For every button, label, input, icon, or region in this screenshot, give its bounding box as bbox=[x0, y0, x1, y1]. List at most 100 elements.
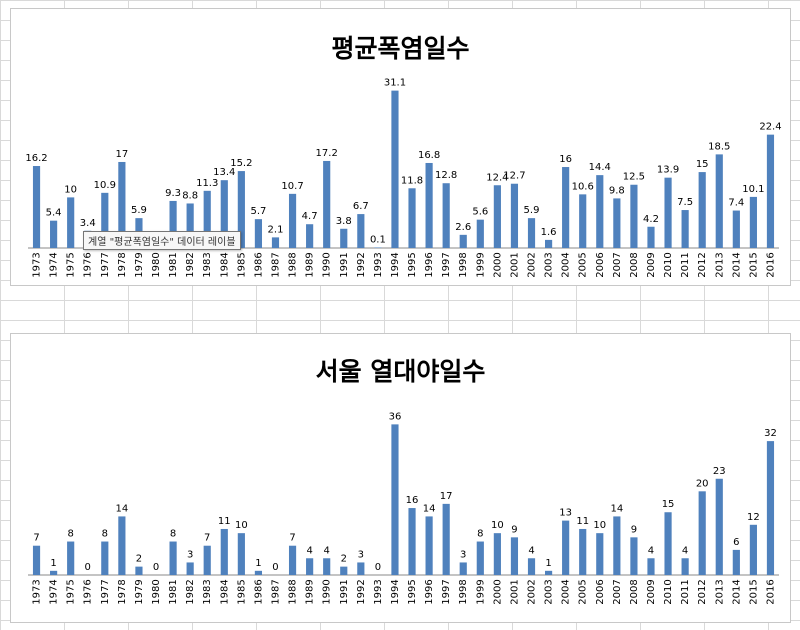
bar[interactable] bbox=[681, 558, 689, 575]
bar[interactable] bbox=[220, 180, 228, 248]
x-tick-label: 2005 bbox=[578, 579, 589, 604]
bar[interactable] bbox=[50, 220, 58, 248]
bar[interactable] bbox=[493, 533, 501, 575]
bar[interactable] bbox=[186, 203, 194, 248]
bar[interactable] bbox=[545, 239, 553, 248]
bar[interactable] bbox=[425, 162, 433, 248]
bar[interactable] bbox=[562, 520, 570, 575]
bar[interactable] bbox=[169, 200, 177, 248]
bar[interactable] bbox=[323, 558, 331, 575]
bar[interactable] bbox=[254, 570, 263, 575]
data-label: 8 bbox=[67, 529, 73, 540]
bar[interactable] bbox=[32, 545, 41, 575]
bar[interactable] bbox=[118, 161, 126, 248]
data-label: 0 bbox=[85, 562, 91, 573]
bar[interactable] bbox=[613, 516, 621, 575]
bar[interactable] bbox=[186, 562, 194, 575]
x-tick-label: 2010 bbox=[663, 252, 674, 277]
bar[interactable] bbox=[664, 512, 672, 575]
bar[interactable] bbox=[732, 210, 740, 248]
bar[interactable] bbox=[647, 558, 655, 575]
data-label: 14 bbox=[423, 503, 436, 514]
bar[interactable] bbox=[647, 226, 655, 248]
heatwave-days-chart[interactable]: 평균폭염일수 16.2 1973 5.4 1974 10 1975 3.4 1976 10.9 1… bbox=[10, 8, 791, 286]
bar[interactable] bbox=[613, 198, 621, 248]
bar[interactable] bbox=[476, 219, 484, 248]
bar[interactable] bbox=[766, 134, 775, 248]
bar[interactable] bbox=[596, 533, 604, 575]
bar[interactable] bbox=[442, 503, 450, 575]
data-label: 7 bbox=[33, 533, 39, 544]
bar[interactable] bbox=[254, 219, 263, 248]
bar[interactable] bbox=[32, 166, 41, 248]
bar[interactable] bbox=[425, 516, 433, 575]
bar[interactable] bbox=[459, 234, 467, 248]
x-tick-label: 2013 bbox=[714, 579, 725, 604]
bar[interactable] bbox=[357, 214, 365, 248]
bar[interactable] bbox=[271, 237, 280, 248]
bar[interactable] bbox=[630, 537, 638, 575]
data-label: 12.7 bbox=[503, 171, 525, 182]
bar[interactable] bbox=[288, 545, 297, 575]
bar[interactable] bbox=[357, 562, 365, 575]
bar[interactable] bbox=[101, 192, 109, 248]
bar[interactable] bbox=[408, 188, 416, 248]
bar[interactable] bbox=[664, 177, 672, 248]
bar[interactable] bbox=[50, 570, 58, 575]
bar[interactable] bbox=[135, 566, 143, 575]
bar[interactable] bbox=[340, 566, 348, 575]
bar[interactable] bbox=[340, 228, 348, 248]
bar[interactable] bbox=[237, 171, 245, 248]
bar[interactable] bbox=[715, 154, 723, 248]
bar[interactable] bbox=[118, 516, 126, 575]
bar[interactable] bbox=[391, 90, 399, 249]
bar[interactable] bbox=[545, 570, 553, 575]
bar[interactable] bbox=[67, 197, 75, 248]
x-tick-label: 2006 bbox=[595, 579, 606, 604]
data-label: 12 bbox=[747, 512, 760, 523]
bar[interactable] bbox=[579, 194, 587, 248]
bar[interactable] bbox=[220, 528, 228, 575]
data-label: 2 bbox=[341, 554, 347, 565]
data-label: 18.5 bbox=[708, 141, 730, 152]
bar[interactable] bbox=[562, 167, 570, 248]
bar[interactable] bbox=[510, 537, 519, 575]
bar[interactable] bbox=[681, 210, 689, 248]
bar[interactable] bbox=[766, 441, 775, 575]
bar[interactable] bbox=[579, 528, 587, 575]
bar[interactable] bbox=[203, 545, 211, 575]
bar[interactable] bbox=[596, 175, 604, 248]
bar[interactable] bbox=[169, 541, 177, 575]
bar[interactable] bbox=[442, 183, 450, 248]
x-tick-label: 1994 bbox=[390, 579, 401, 604]
x-tick-label: 1973 bbox=[32, 252, 43, 277]
data-label: 10 bbox=[593, 520, 606, 531]
data-label: 3 bbox=[460, 549, 466, 560]
bar[interactable] bbox=[288, 193, 297, 248]
bar[interactable] bbox=[306, 558, 314, 575]
x-tick-label: 1998 bbox=[458, 579, 469, 604]
bar[interactable] bbox=[306, 224, 314, 248]
bar[interactable] bbox=[698, 172, 706, 248]
bar[interactable] bbox=[391, 424, 399, 575]
bar[interactable] bbox=[408, 508, 416, 575]
bar[interactable] bbox=[715, 478, 723, 575]
bar[interactable] bbox=[476, 541, 484, 575]
bar[interactable] bbox=[101, 541, 109, 575]
bar[interactable] bbox=[237, 533, 245, 575]
bar[interactable] bbox=[510, 183, 519, 248]
bar[interactable] bbox=[67, 541, 75, 575]
bar[interactable] bbox=[630, 184, 638, 248]
bar[interactable] bbox=[203, 190, 211, 248]
bar[interactable] bbox=[527, 218, 536, 248]
bar[interactable] bbox=[374, 247, 382, 248]
bar[interactable] bbox=[493, 185, 501, 248]
bar[interactable] bbox=[698, 491, 706, 575]
bar[interactable] bbox=[732, 549, 740, 575]
bar[interactable] bbox=[749, 196, 757, 248]
bar[interactable] bbox=[459, 562, 467, 575]
bar[interactable] bbox=[323, 160, 331, 248]
tropical-nights-chart[interactable]: 서울 열대야일수 7 1973 1 1974 8 1975 0 1976 8 1977 14 1978… bbox=[10, 333, 791, 623]
bar[interactable] bbox=[527, 558, 536, 575]
bar[interactable] bbox=[749, 524, 757, 575]
